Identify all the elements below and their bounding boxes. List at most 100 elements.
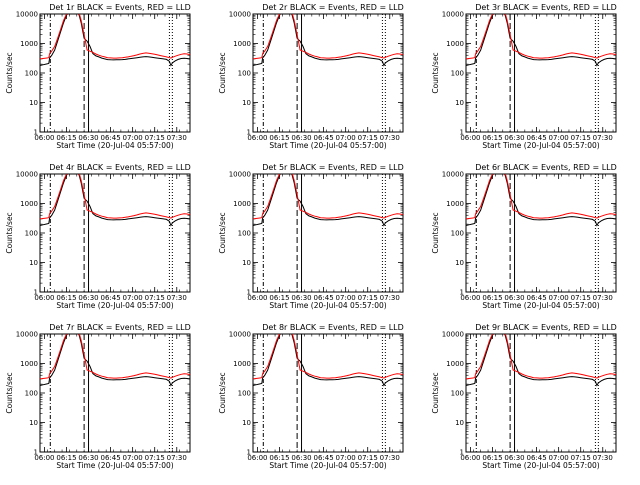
x-tick-label: 06:30	[291, 454, 311, 462]
plot-frame	[252, 333, 404, 453]
x-tick-label: 07:30	[593, 294, 613, 302]
x-tick-label: 06:00	[247, 134, 267, 142]
y-tick-label: 100	[451, 390, 464, 398]
x-tick-label: 07:00	[336, 294, 356, 302]
y-tick-label: 1	[34, 289, 38, 297]
y-tick-label: 10000	[442, 11, 464, 19]
panel-title: Det 6r BLACK = Events, RED = LLD	[475, 163, 617, 172]
panel-title: Det 7r BLACK = Events, RED = LLD	[49, 323, 191, 332]
x-axis-label: Start Time (20-Jul-04 05:57:00)	[269, 461, 386, 470]
y-tick-label: 10000	[229, 11, 251, 19]
x-tick-label: 06:15	[269, 454, 289, 462]
lld-series-line	[466, 334, 616, 380]
x-tick-label: 07:30	[380, 294, 400, 302]
y-tick-label: 1000	[233, 40, 251, 48]
y-tick-label: 100	[451, 70, 464, 78]
x-tick-label: 06:30	[78, 134, 98, 142]
lld-series-line	[40, 174, 190, 220]
x-tick-label: 06:00	[460, 454, 480, 462]
x-tick-label: 06:00	[34, 134, 54, 142]
x-tick-label: 07:30	[593, 134, 613, 142]
y-tick-label: 100	[25, 70, 38, 78]
y-tick-label: 1	[460, 129, 464, 137]
y-tick-label: 10	[242, 419, 251, 427]
y-tick-label: 10	[242, 259, 251, 267]
x-tick-label: 07:30	[167, 134, 187, 142]
y-tick-label: 1	[34, 449, 38, 457]
x-tick-label: 06:45	[526, 134, 546, 142]
y-tick-label: 100	[25, 390, 38, 398]
y-axis-label: Counts/sec	[5, 372, 14, 413]
events-series-line	[466, 14, 616, 67]
x-tick-label: 06:45	[313, 294, 333, 302]
x-tick-label: 06:30	[504, 134, 524, 142]
events-series-line	[40, 14, 190, 67]
plot-frame	[39, 13, 191, 133]
y-tick-label: 1	[460, 449, 464, 457]
plot-frame	[39, 173, 191, 293]
y-axis-label: Counts/sec	[5, 52, 14, 93]
x-tick-label: 07:30	[167, 294, 187, 302]
y-tick-label: 10000	[16, 171, 38, 179]
y-tick-label: 1	[34, 129, 38, 137]
x-tick-label: 06:15	[56, 134, 76, 142]
y-tick-label: 10	[455, 419, 464, 427]
plot-frame	[465, 13, 617, 133]
events-series-line	[40, 174, 190, 227]
y-axis-label: Counts/sec	[218, 52, 227, 93]
lld-series-line	[253, 14, 403, 60]
y-tick-label: 100	[238, 230, 251, 238]
x-tick-label: 07:15	[145, 134, 165, 142]
events-series-line	[253, 14, 403, 67]
x-tick-label: 06:15	[482, 134, 502, 142]
x-tick-label: 06:00	[34, 454, 54, 462]
x-tick-label: 07:30	[380, 134, 400, 142]
y-tick-label: 10	[29, 259, 38, 267]
x-tick-label: 07:00	[123, 454, 143, 462]
y-tick-label: 10000	[442, 331, 464, 339]
x-axis-label: Start Time (20-Jul-04 05:57:00)	[482, 301, 599, 310]
x-tick-label: 06:15	[269, 294, 289, 302]
y-tick-label: 10000	[442, 171, 464, 179]
y-axis-label: Counts/sec	[431, 212, 440, 253]
y-tick-label: 10000	[16, 11, 38, 19]
x-tick-label: 07:15	[145, 294, 165, 302]
y-tick-label: 1	[247, 449, 251, 457]
x-axis-label: Start Time (20-Jul-04 05:57:00)	[56, 141, 173, 150]
y-tick-label: 10000	[229, 331, 251, 339]
y-tick-label: 10	[242, 99, 251, 107]
x-tick-label: 07:00	[336, 454, 356, 462]
events-series-line	[253, 334, 403, 387]
y-tick-label: 100	[451, 230, 464, 238]
x-tick-label: 06:45	[526, 454, 546, 462]
y-tick-label: 1000	[20, 40, 38, 48]
x-tick-label: 07:15	[145, 454, 165, 462]
y-tick-label: 10	[29, 419, 38, 427]
x-tick-label: 06:00	[460, 134, 480, 142]
panel-title: Det 5r BLACK = Events, RED = LLD	[262, 163, 404, 172]
plot-frame	[39, 333, 191, 453]
y-tick-label: 100	[25, 230, 38, 238]
lld-series-line	[40, 334, 190, 380]
x-tick-label: 06:00	[460, 294, 480, 302]
events-series-line	[253, 174, 403, 227]
x-axis-label: Start Time (20-Jul-04 05:57:00)	[482, 461, 599, 470]
y-tick-label: 10	[455, 99, 464, 107]
y-tick-label: 1000	[20, 200, 38, 208]
x-tick-label: 06:45	[526, 294, 546, 302]
panel-title: Det 9r BLACK = Events, RED = LLD	[475, 323, 617, 332]
x-tick-label: 06:30	[291, 134, 311, 142]
y-tick-label: 1	[247, 129, 251, 137]
y-tick-label: 1	[460, 289, 464, 297]
y-tick-label: 100	[238, 390, 251, 398]
plot-frame	[252, 173, 404, 293]
x-tick-label: 06:30	[78, 454, 98, 462]
lld-series-line	[253, 174, 403, 220]
lld-series-line	[40, 14, 190, 60]
x-tick-label: 06:00	[247, 454, 267, 462]
x-tick-label: 07:15	[571, 454, 591, 462]
y-axis-label: Counts/sec	[218, 212, 227, 253]
events-series-line	[466, 334, 616, 387]
x-axis-label: Start Time (20-Jul-04 05:57:00)	[269, 141, 386, 150]
